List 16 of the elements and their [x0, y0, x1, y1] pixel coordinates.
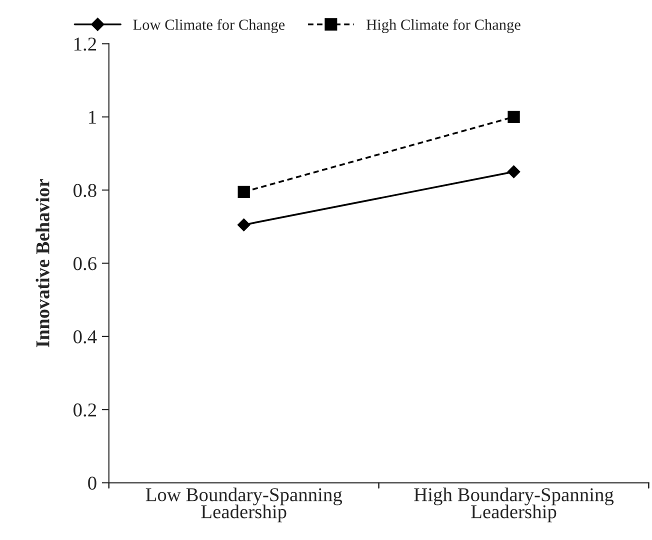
x-tick-label: Low Boundary-Spanning Leadership	[146, 488, 342, 522]
legend-label: High Climate for Change	[366, 18, 520, 34]
y-axis-title: Innovative Behavior	[36, 179, 50, 348]
legend-label: Low Climate for Change	[133, 18, 285, 34]
y-tick-label: 1.2	[74, 38, 96, 51]
point	[508, 110, 520, 123]
x-tick-label: High Boundary-Spanning Leadership	[414, 488, 614, 522]
point	[238, 186, 250, 198]
y-tick-label: 0.4	[74, 330, 97, 344]
y-tick-label: 0.6	[74, 257, 96, 270]
y-tick-label: 0.8	[74, 184, 96, 198]
y-tick-label: 0	[88, 476, 96, 490]
point	[507, 165, 520, 178]
point	[237, 218, 250, 232]
y-tick-label: 0.2	[74, 403, 96, 417]
y-tick-label: 1	[89, 110, 96, 124]
